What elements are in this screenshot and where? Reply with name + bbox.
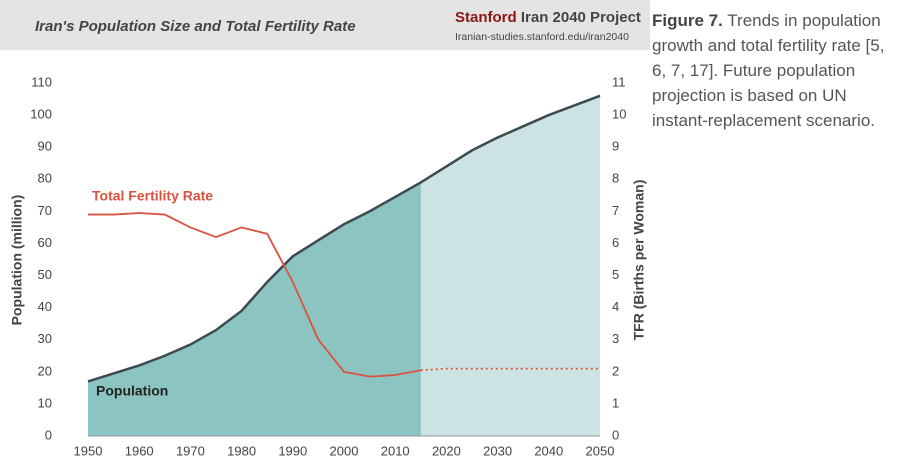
x-tick-label: 2030 bbox=[483, 443, 512, 458]
y2-tick-label: 1 bbox=[612, 395, 619, 410]
y-tick-label: 50 bbox=[38, 267, 52, 282]
y2-tick-label: 9 bbox=[612, 139, 619, 154]
x-tick-label: 2010 bbox=[381, 443, 410, 458]
y-tick-label: 80 bbox=[38, 171, 52, 186]
y2-tick-label: 8 bbox=[612, 171, 619, 186]
y2-tick-label: 7 bbox=[612, 203, 619, 218]
x-tick-label: 1970 bbox=[176, 443, 205, 458]
y-tick-label: 30 bbox=[38, 331, 52, 346]
y-tick-label: 90 bbox=[38, 139, 52, 154]
y2-tick-label: 3 bbox=[612, 331, 619, 346]
project-url: Iranian-studies.stanford.edu/iran2040 bbox=[455, 31, 629, 43]
brand: Stanford bbox=[455, 9, 517, 26]
x-tick-label: 2020 bbox=[432, 443, 461, 458]
caption-label: Figure 7. bbox=[652, 11, 723, 30]
y-tick-label: 40 bbox=[38, 299, 52, 314]
annotation: Population bbox=[96, 383, 168, 399]
x-tick-label: 2000 bbox=[330, 443, 359, 458]
y-tick-label: 0 bbox=[45, 427, 52, 442]
project: Iran 2040 Project bbox=[521, 9, 641, 26]
y2-tick-label: 5 bbox=[612, 267, 619, 282]
y-tick-label: 70 bbox=[38, 203, 52, 218]
y-tick-label: 20 bbox=[38, 363, 52, 378]
y2-tick-label: 6 bbox=[612, 235, 619, 250]
y-tick-label: 110 bbox=[31, 74, 52, 89]
caption: Figure 7. Trends in population growth an… bbox=[652, 8, 897, 133]
projection-shade bbox=[421, 73, 600, 436]
x-tick-label: 1990 bbox=[278, 443, 307, 458]
project-title: Stanford Iran 2040 Project bbox=[455, 9, 641, 26]
y2-tick-label: 0 bbox=[612, 427, 619, 442]
y2-tick-label: 11 bbox=[612, 74, 626, 89]
x-tick-label: 1950 bbox=[74, 443, 103, 458]
y2-axis-title: TFR (Births per Woman) bbox=[631, 180, 647, 341]
y2-tick-label: 10 bbox=[612, 107, 626, 122]
y2-tick-label: 2 bbox=[612, 363, 619, 378]
y-tick-label: 10 bbox=[38, 395, 52, 410]
chart-title: Iran's Population Size and Total Fertili… bbox=[35, 18, 356, 35]
y2-tick-label: 4 bbox=[612, 299, 619, 314]
page: Iran's Population Size and Total Fertili… bbox=[0, 0, 902, 473]
y-tick-label: 100 bbox=[30, 107, 52, 122]
annotation: Total Fertility Rate bbox=[92, 188, 213, 204]
y-axis-title: Population (million) bbox=[9, 195, 25, 326]
x-tick-label: 1980 bbox=[227, 443, 256, 458]
chart: Iran's Population Size and Total Fertili… bbox=[0, 0, 650, 473]
x-tick-label: 1960 bbox=[125, 443, 154, 458]
x-tick-label: 2040 bbox=[534, 443, 563, 458]
x-tick-label: 2050 bbox=[586, 443, 615, 458]
y-tick-label: 60 bbox=[38, 235, 52, 250]
